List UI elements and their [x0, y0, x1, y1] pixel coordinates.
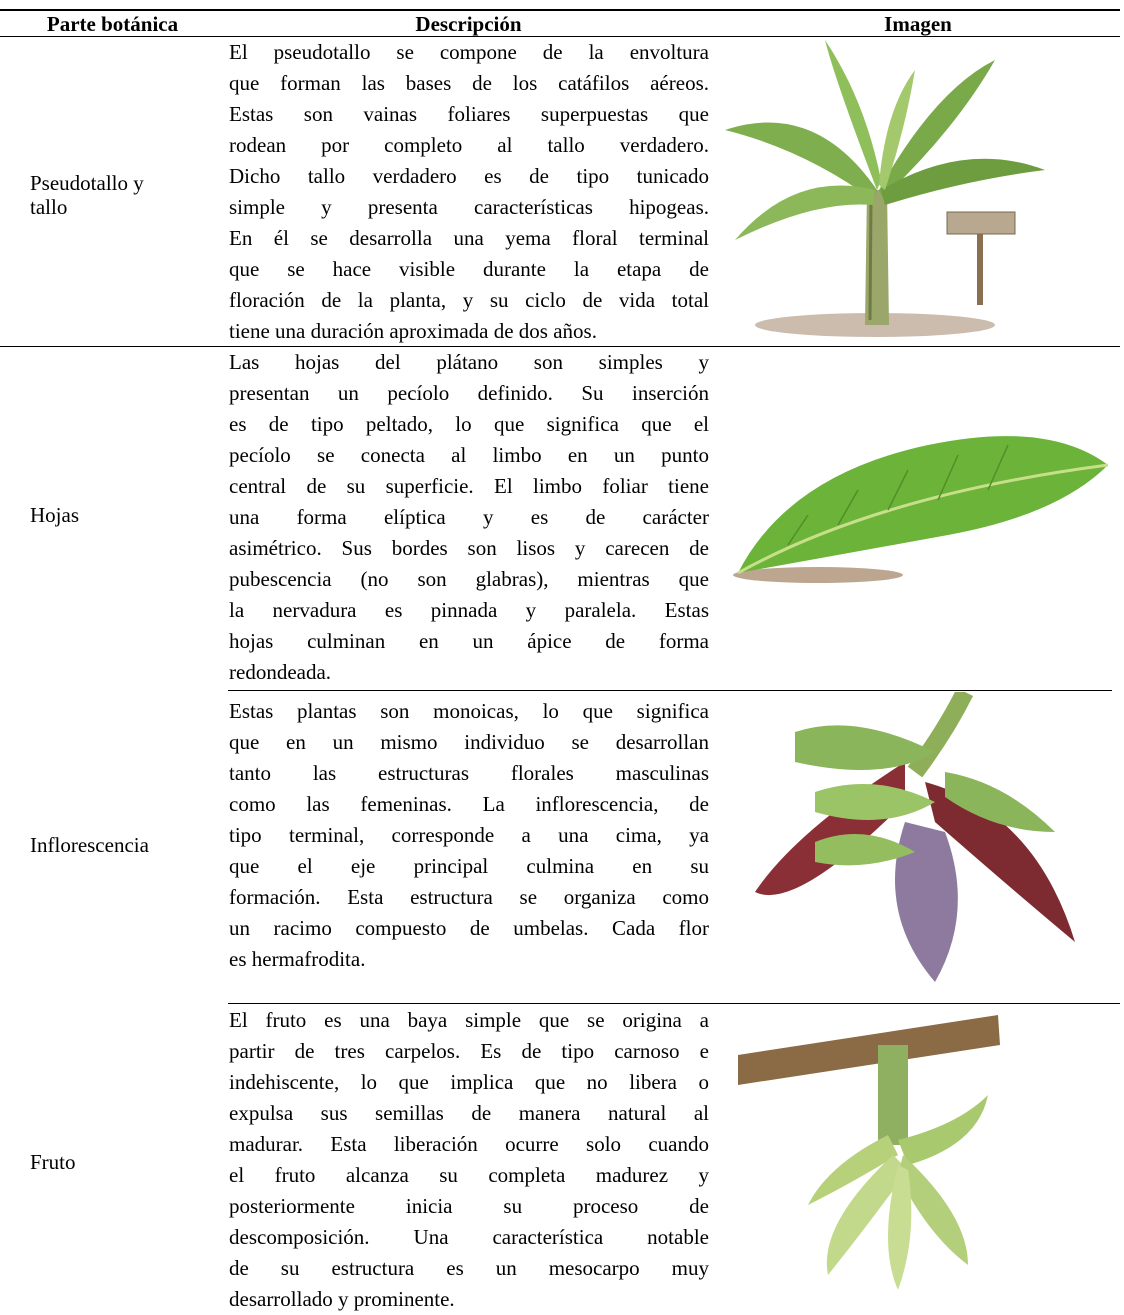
description-line: expulsa sus semillas de manera natural a… — [229, 1100, 709, 1125]
part-name: Fruto — [30, 1150, 76, 1174]
header-rule — [0, 36, 1120, 37]
part-name: Hojas — [30, 503, 79, 527]
description-line: que el eje principal culmina en su — [229, 853, 709, 878]
description-line: que en un mismo individuo se desarrollan — [229, 729, 709, 754]
description-line: madurar. Esta liberación ocurre solo cua… — [229, 1131, 709, 1156]
description-line: desarrollado y prominente. — [229, 1286, 455, 1311]
description-line: descomposición. Una característica notab… — [229, 1224, 709, 1249]
fruit-image — [738, 1015, 1000, 1290]
top-rule — [0, 9, 1120, 11]
row-rule — [228, 1003, 1120, 1004]
description-line: es hermafrodita. — [229, 946, 366, 971]
description-line: tanto las estructuras florales masculina… — [229, 760, 709, 785]
part-name: Pseudotallo y tallo — [30, 171, 144, 219]
description-line: como las femeninas. La inflorescencia, d… — [229, 791, 709, 816]
description-line: pubescencia (no son glabras), mientras q… — [229, 566, 709, 591]
row-rule — [0, 346, 1120, 347]
header-cell: Parte botánica — [46, 12, 179, 36]
description-line: asimétrico. Sus bordes son lisos y carec… — [229, 535, 709, 560]
description-line: una forma elíptica y es de carácter — [229, 504, 709, 529]
description-line: Las hojas del plátano son simples y — [229, 349, 709, 374]
description-line: rodean por completo al tallo verdadero. — [229, 132, 709, 157]
header-cell: Imagen — [884, 12, 952, 36]
part-name: Inflorescencia — [30, 833, 149, 857]
leaf-image — [733, 436, 1109, 583]
description-line: es de tipo peltado, lo que significa que… — [229, 411, 709, 436]
description-line: posteriormente inicia su proceso de — [229, 1193, 709, 1218]
description-line: El pseudotallo se compone de la envoltur… — [229, 39, 709, 64]
description-line: la nervadura es pinnada y paralela. Esta… — [229, 597, 709, 622]
description-line: simple y presenta características hipoge… — [229, 194, 709, 219]
description-line: tiene una duración aproximada de dos año… — [229, 318, 597, 343]
description-line: Dicho tallo verdadero es de tipo tunicad… — [229, 163, 709, 188]
description-line: central de su superficie. El limbo folia… — [229, 473, 709, 498]
description-line: un racimo compuesto de umbelas. Cada flo… — [229, 915, 709, 940]
inflorescence-image — [755, 692, 1075, 982]
description-line: presentan un pecíolo definido. Su inserc… — [229, 380, 709, 405]
description-line: que se hace visible durante la etapa de — [229, 256, 709, 281]
description-line: Estas plantas son monoicas, lo que signi… — [229, 698, 709, 723]
description-line: tipo terminal, corresponde a una cima, y… — [229, 822, 709, 847]
description-line: de su estructura es un mesocarpo muy — [229, 1255, 709, 1280]
description-line: que forman las bases de los catáfilos aé… — [229, 70, 709, 95]
plant-image — [725, 40, 1045, 337]
description-line: indehiscente, lo que implica que no libe… — [229, 1069, 709, 1094]
description-line: partir de tres carpelos. Es de tipo carn… — [229, 1038, 709, 1063]
description-line: Estas son vainas foliares superpuestas q… — [229, 101, 709, 126]
header-cell: Descripción — [415, 12, 522, 36]
description-line: pecíolo se conecta al limbo en un punto — [229, 442, 709, 467]
description-line: El fruto es una baya simple que se origi… — [229, 1007, 709, 1032]
row-rule — [228, 690, 1112, 691]
description-line: el fruto alcanza su completa madurez y — [229, 1162, 709, 1187]
description-line: En él se desarrolla una yema floral term… — [229, 225, 709, 250]
description-line: formación. Esta estructura se organiza c… — [229, 884, 709, 909]
description-line: redondeada. — [229, 659, 332, 684]
description-line: hojas culminan en un ápice de forma — [229, 628, 709, 653]
description-line: floración de la planta, y su ciclo de vi… — [229, 287, 709, 312]
